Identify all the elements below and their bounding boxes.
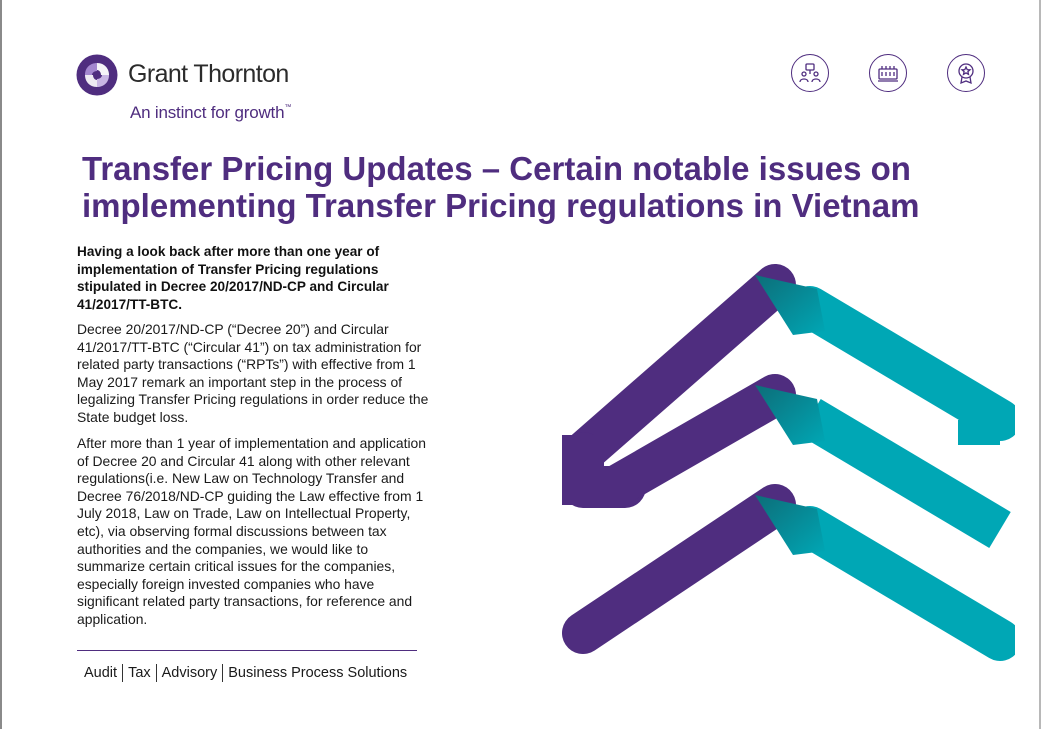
page-title: Transfer Pricing Updates – Certain notab… (82, 150, 920, 224)
chevron-graphic (562, 264, 1015, 661)
body-paragraph-1: Decree 20/2017/ND-CP (“Decree 20”) and C… (77, 321, 429, 425)
logo-tagline: An instinct for growth™ (130, 103, 292, 122)
award-badge-icon (947, 54, 985, 92)
service-lines: Audit Tax Advisory Business Process Solu… (84, 664, 407, 682)
logo-swirl-icon (76, 54, 118, 96)
body-paragraph-2: After more than 1 year of implementation… (77, 435, 427, 627)
footer-divider (77, 650, 417, 651)
service-advisory: Advisory (161, 665, 218, 681)
building-icon (869, 54, 907, 92)
service-separator (155, 664, 157, 682)
fold-shading (755, 275, 825, 555)
teal-arms (789, 286, 1015, 661)
logo-wordmark: Grant Thornton (128, 60, 289, 88)
people-meeting-icon (791, 54, 829, 92)
service-bps: Business Process Solutions (228, 665, 408, 681)
service-tax: Tax (128, 665, 151, 681)
service-separator (222, 664, 224, 682)
purple-arms (562, 264, 796, 654)
lead-paragraph: Having a look back after more than one y… (77, 244, 389, 312)
service-separator (122, 664, 124, 682)
service-audit: Audit (84, 665, 118, 681)
